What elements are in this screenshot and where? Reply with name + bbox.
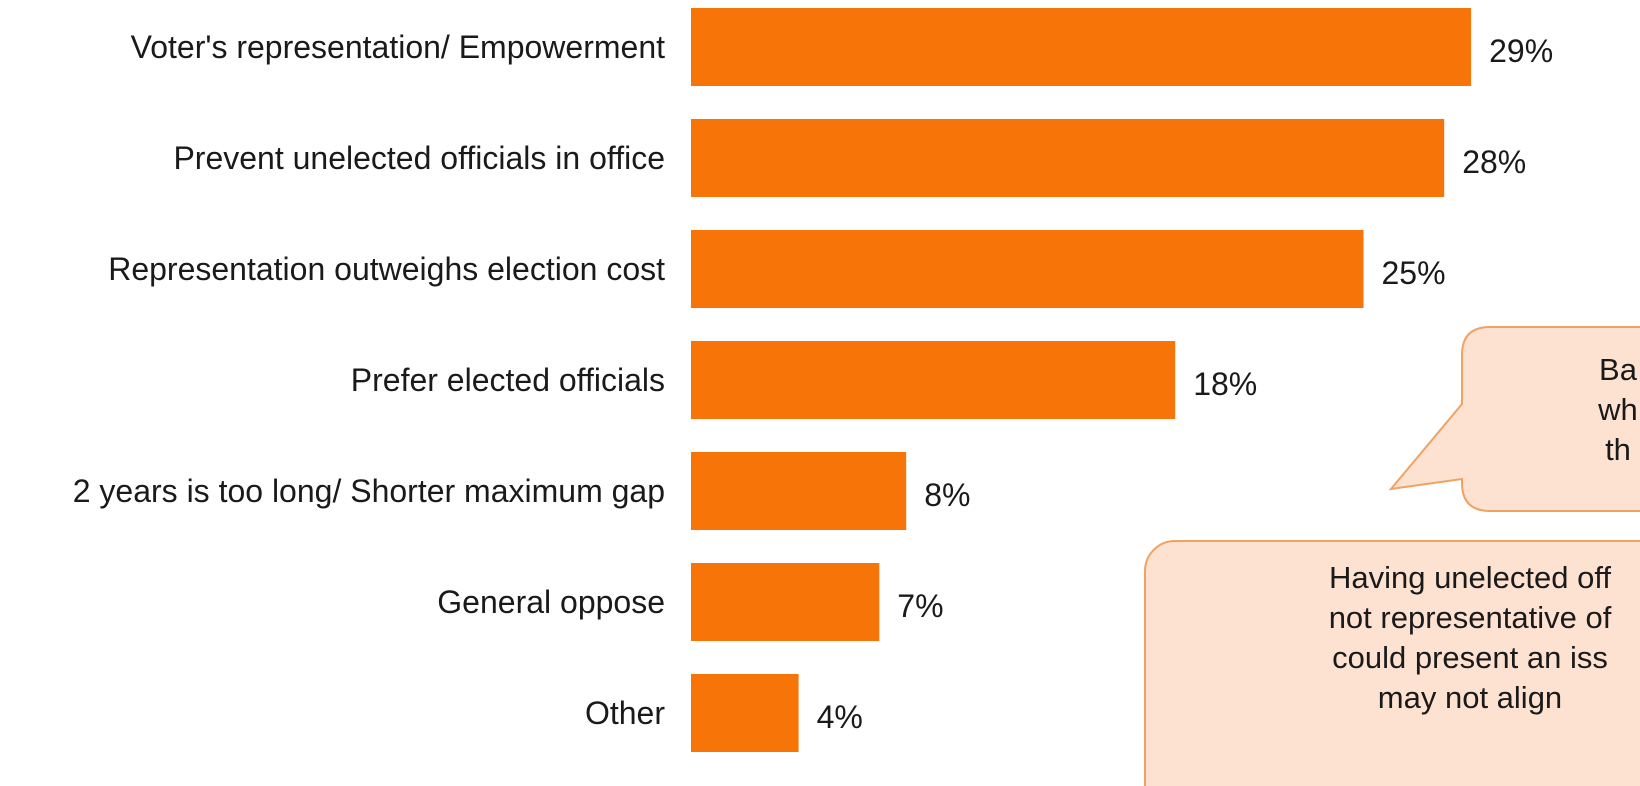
category-label: Prefer elected officials <box>350 362 665 398</box>
category-label: General oppose <box>437 584 665 620</box>
bar <box>691 8 1472 86</box>
category-label: Voter's representation/ Empowerment <box>130 29 665 65</box>
value-label: 8% <box>924 477 971 513</box>
bar <box>691 230 1364 308</box>
callout-text: Ba wh th <box>1468 350 1640 470</box>
callout-line: may not align <box>1377 680 1563 715</box>
bar <box>691 452 907 530</box>
callout-bubble <box>1388 326 1640 512</box>
value-label: 25% <box>1381 255 1446 291</box>
category-label: Prevent unelected officials in office <box>173 140 665 176</box>
bar <box>691 341 1176 419</box>
callout-line: Having unelected off <box>1328 560 1612 595</box>
callout-line: Ba <box>1599 352 1637 387</box>
bars-group <box>691 8 1472 752</box>
category-label: Representation outweighs election cost <box>108 251 665 287</box>
callout-line: th <box>1605 432 1631 467</box>
value-label: 4% <box>816 699 863 735</box>
callout-line: not representative of <box>1328 600 1612 635</box>
callout-line: could present an iss <box>1332 640 1608 675</box>
value-label: 29% <box>1489 33 1554 69</box>
bar <box>691 119 1445 197</box>
bar <box>691 674 799 752</box>
value-label: 28% <box>1462 144 1527 180</box>
category-label: 2 years is too long/ Shorter maximum gap <box>72 473 665 509</box>
value-label: 18% <box>1193 366 1258 402</box>
category-label: Other <box>584 695 665 731</box>
bar <box>691 563 880 641</box>
callout-box <box>1144 540 1640 786</box>
callout-text: Having unelected off not representative … <box>1150 558 1640 718</box>
callout-line: wh <box>1598 392 1638 427</box>
value-label: 7% <box>897 588 944 624</box>
